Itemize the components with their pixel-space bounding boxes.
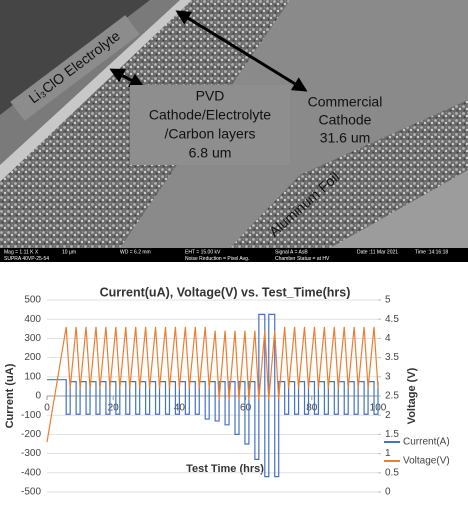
granular-region [230, 100, 468, 248]
commercial-label: Commercial [308, 94, 383, 110]
pvd-label: PVD [196, 88, 225, 104]
y-axis-title: Current (uA) [4, 363, 16, 428]
info-text: Mag = 1.11 K X [4, 249, 39, 255]
info-text: Chamber Status = at HV [275, 256, 330, 262]
x-tick-label: 80 [306, 403, 318, 414]
pvd-label: /Carbon layers [164, 126, 255, 142]
y-tick-label: 0 [35, 391, 41, 402]
x-tick-label: 60 [240, 403, 252, 414]
y2-tick-label: 5 [385, 295, 391, 306]
label-box [130, 85, 290, 165]
y-tick-label: 500 [24, 295, 41, 306]
pvd-label: Cathode/Electrolyte [149, 107, 271, 123]
info-text: WD = 6.2 mm [120, 249, 151, 255]
label-box [10, 15, 140, 121]
y-tick-label: -300 [21, 448, 41, 459]
y2-tick-label: 3 [385, 371, 391, 382]
y2-tick-label: 0 [385, 487, 391, 498]
y2-tick-label: 2 [385, 410, 391, 421]
info-text: Noise Reduction = Pixel Avg. [185, 256, 249, 262]
pvd-label: 6.8 um [189, 145, 232, 161]
info-text: Time :14:16:18 [415, 249, 448, 255]
y-tick-label: 400 [24, 314, 41, 325]
y2-tick-label: 4 [385, 333, 391, 344]
commercial-cathode [120, 0, 468, 248]
series-line [47, 313, 379, 478]
info-text: EHT = 15.00 kV [185, 249, 221, 255]
chart-title: Current(uA), Voltage(V) vs. Test_Time(hr… [100, 285, 351, 299]
info-text: Signal A = AsB [275, 249, 308, 255]
arrow [175, 10, 308, 92]
y2-tick-label: 2.5 [385, 391, 399, 402]
x-tick-label: 20 [108, 403, 120, 414]
legend-label: Current(A) [403, 437, 450, 448]
y-tick-label: 200 [24, 352, 41, 363]
y-tick-label: 100 [24, 371, 41, 382]
aluminum-foil [330, 170, 468, 248]
commercial-label: Cathode [319, 112, 372, 128]
y2-tick-label: 1.5 [385, 429, 399, 440]
info-bar [0, 248, 468, 262]
y2-tick-label: 1 [385, 448, 391, 459]
y2-tick-label: 0.5 [385, 467, 399, 478]
info-text: Date :11 Mar 2021 [357, 249, 398, 255]
y-tick-label: -100 [21, 410, 41, 421]
y2-tick-label: 3.5 [385, 352, 399, 363]
y-tick-label: -500 [21, 487, 41, 498]
y-tick-label: 300 [24, 333, 41, 344]
y-tick-label: -400 [21, 467, 41, 478]
commercial-label: 31.6 um [320, 130, 371, 146]
y2-tick-label: 4.5 [385, 314, 399, 325]
info-text: 10 µm [62, 249, 76, 255]
arrow [109, 68, 145, 88]
series-line [46, 326, 379, 443]
legend-label: Voltage(V) [403, 456, 450, 467]
y2-axis-title: Voltage (V) [406, 367, 418, 424]
info-text: SUPRA 40VP-25-54 [4, 256, 49, 262]
chart: Current(uA), Voltage(V) vs. Test_Time(hr… [4, 285, 450, 498]
sem-image: Li₃ClO Electrolyte PVD Cathode/Electroly… [0, 0, 468, 262]
x-axis-title: Test Time (hrs) [186, 463, 264, 475]
x-tick-label: 0 [44, 403, 50, 414]
y-tick-label: -200 [21, 429, 41, 440]
